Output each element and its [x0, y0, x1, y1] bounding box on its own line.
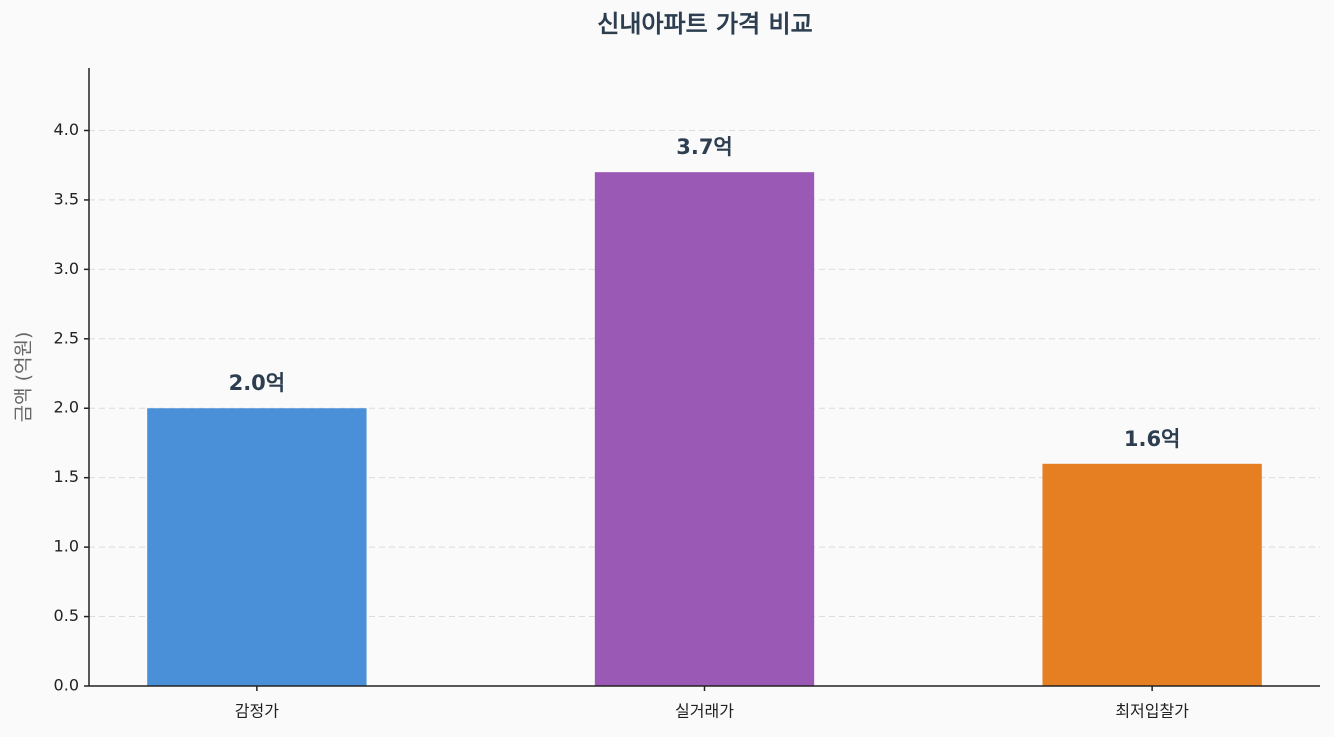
value-label: 1.6억 — [1124, 427, 1181, 451]
x-tick-label: 감정가 — [235, 702, 279, 721]
y-tick-label: 2.5 — [54, 328, 79, 347]
chart-title: 신내아파트 가격 비교 — [597, 10, 812, 38]
y-axis-label: 금액 (억원) — [13, 332, 35, 423]
y-tick-label: 0.0 — [54, 676, 79, 695]
value-label: 3.7억 — [676, 135, 733, 159]
y-tick-label: 0.5 — [54, 606, 79, 625]
y-tick-label: 3.5 — [54, 189, 79, 208]
bar — [1042, 463, 1262, 686]
value-label: 2.0억 — [229, 371, 286, 395]
y-tick-label: 3.0 — [54, 259, 79, 278]
x-tick-label: 최저입찰가 — [1115, 702, 1189, 721]
bar — [594, 172, 815, 687]
x-tick-label: 실거래가 — [675, 702, 734, 721]
y-tick-label: 2.0 — [54, 398, 79, 417]
y-tick-label: 1.5 — [54, 467, 79, 486]
y-tick-label: 1.0 — [54, 537, 79, 556]
y-tick-label: 4.0 — [54, 120, 79, 139]
bar — [147, 408, 367, 686]
